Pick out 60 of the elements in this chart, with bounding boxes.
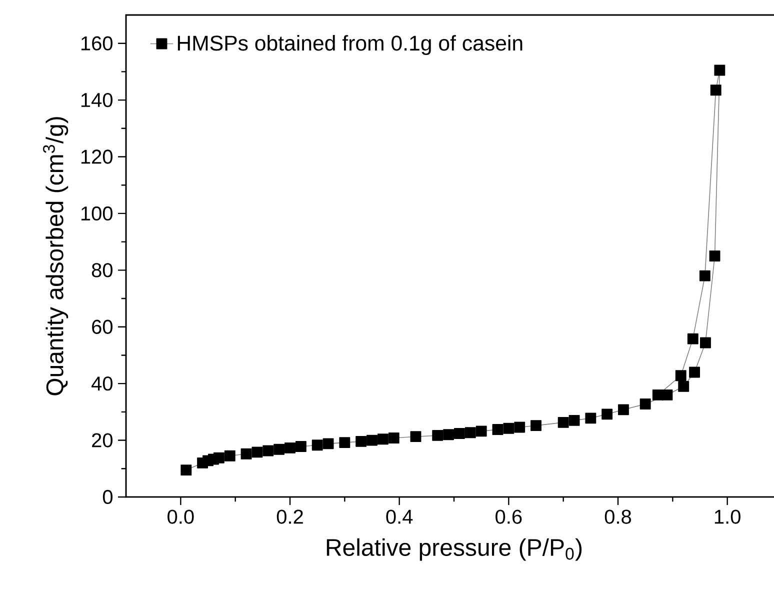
point (618, 404, 629, 416)
y-tick-label: 160 (81, 36, 112, 50)
point (699, 270, 710, 282)
point (530, 420, 542, 432)
x-tick-label: 0.0 (168, 510, 194, 524)
point (710, 84, 722, 96)
point (322, 438, 334, 450)
point (295, 441, 306, 452)
point (410, 431, 422, 442)
point (700, 337, 711, 348)
legend-label: HMSPs obtained from 0.1g of casein (178, 35, 522, 55)
point (388, 432, 400, 444)
y-tick-label: 120 (81, 150, 112, 164)
point (558, 416, 569, 428)
point (585, 412, 596, 424)
point (180, 464, 192, 476)
point (568, 414, 580, 426)
point (443, 429, 454, 440)
point (652, 389, 664, 400)
y-tick-label: 20 (92, 433, 112, 448)
y-tick-label: 100 (81, 206, 112, 221)
x-tick-label: 0.6 (496, 510, 522, 524)
point (224, 450, 236, 462)
y-tick-label: 0 (102, 490, 112, 504)
point (274, 444, 285, 455)
x-tick-label: 0.2 (276, 510, 303, 524)
point (262, 445, 274, 456)
x-axis-title: Relative pressure (P/P$_{0}$) (326, 538, 582, 561)
y-tick-label: 80 (92, 263, 112, 278)
point (678, 380, 690, 392)
point (476, 426, 487, 437)
point (339, 437, 350, 448)
point (252, 446, 263, 458)
point (675, 370, 686, 382)
point (213, 452, 224, 464)
point (432, 430, 444, 441)
x-tick-label: 0.4 (386, 510, 413, 524)
y-tick-label: 40 (92, 376, 112, 391)
point (464, 427, 476, 438)
x-tick-label: 0.8 (604, 510, 632, 524)
point (714, 64, 726, 76)
point (709, 250, 720, 262)
point (284, 442, 296, 454)
point (377, 434, 388, 445)
point (356, 436, 367, 447)
point (454, 428, 465, 439)
point (492, 424, 504, 435)
y-tick-label: 60 (92, 320, 112, 334)
point (687, 333, 698, 344)
y-tick-label: 140 (81, 92, 112, 108)
point (602, 408, 613, 420)
point (640, 398, 651, 410)
point (503, 422, 514, 434)
point (240, 448, 252, 460)
point (689, 366, 700, 378)
point (366, 434, 378, 446)
point (514, 422, 526, 433)
y-axis-title: Quantity adsorbed (cm$^{3}$/g) (43, 117, 68, 396)
x-tick-label: 1.0 (714, 510, 740, 524)
point (312, 440, 323, 451)
